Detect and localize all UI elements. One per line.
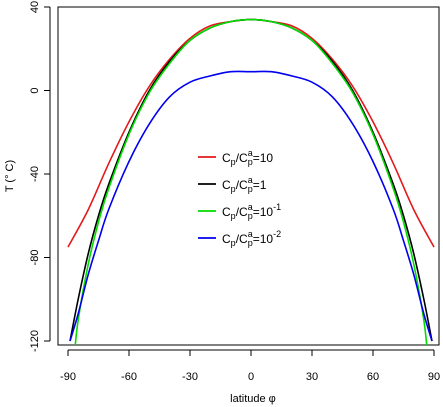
- x-tick-label: 30: [306, 371, 318, 383]
- x-axis: -90 -60 -30 0 30 60 90: [60, 349, 440, 383]
- x-axis-title: latitude φ: [230, 393, 276, 405]
- x-tick-label: -60: [121, 371, 137, 383]
- plot-frame: [57, 6, 440, 346]
- y-tick-label: -40: [29, 166, 41, 182]
- series-line-4: [69, 70, 433, 342]
- y-tick-label: -80: [29, 250, 41, 266]
- legend-label: Cp/Ca p=1: [222, 175, 267, 194]
- y-tick-label: -120: [29, 330, 41, 352]
- x-tick-label: 0: [248, 371, 254, 383]
- legend-label: Cp/Ca p=10: [222, 148, 273, 167]
- y-tick-label: 0: [29, 87, 41, 93]
- x-tick-label: 90: [428, 371, 440, 383]
- series-line-3: [74, 18, 428, 345]
- x-tick-label: -30: [182, 371, 198, 383]
- legend-item-3: Cp/Ca p=10-1: [198, 202, 281, 221]
- x-tick-label: -90: [60, 371, 76, 383]
- y-tick-label: 40: [29, 1, 41, 13]
- legend-item-2: Cp/Ca p=1: [198, 175, 267, 194]
- legend-item-1: Cp/Ca p=10: [198, 148, 273, 167]
- y-axis-title: T (° C): [4, 160, 16, 192]
- x-tick-label: 60: [367, 371, 379, 383]
- y-axis: -120 -80 -40 0 40: [29, 1, 51, 352]
- legend-label: Cp/Ca p=10-2: [222, 229, 281, 248]
- legend-item-4: Cp/Ca p=10-2: [198, 229, 281, 248]
- legend-label: Cp/Ca p=10-1: [222, 202, 281, 221]
- legend: Cp/Ca p=10 Cp/Ca p=1 Cp/Ca p=10-1 Cp/Ca p=10-2: [198, 148, 281, 248]
